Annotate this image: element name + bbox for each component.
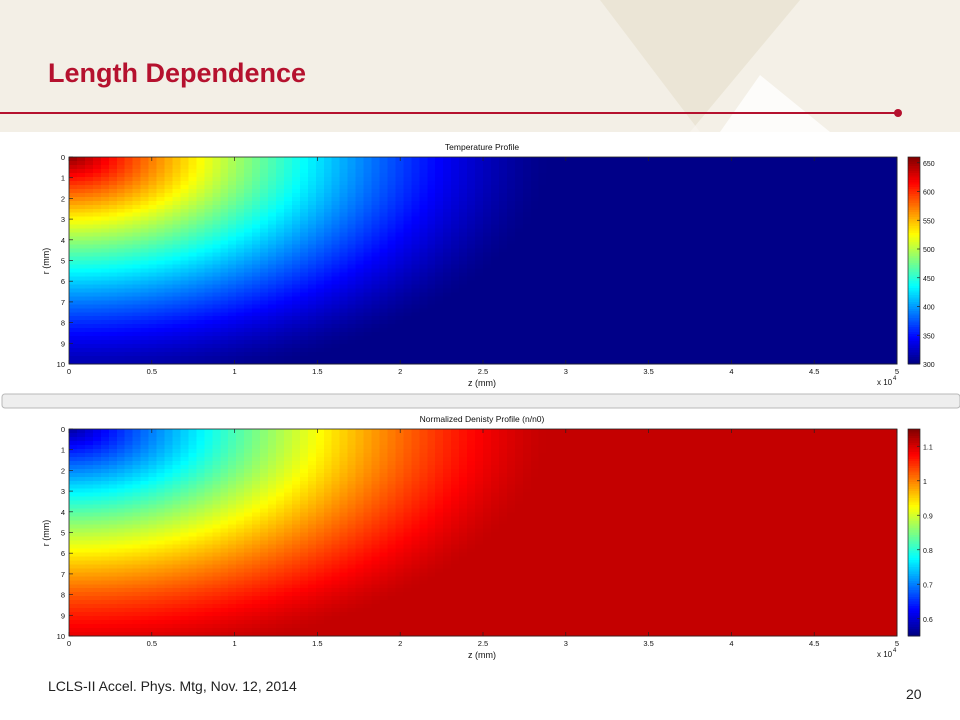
x-tick-label: 2.5	[478, 639, 488, 648]
heatmap-field	[69, 429, 898, 637]
y-tick-label: 0	[61, 425, 65, 434]
colorbar-tick-label: 400	[923, 305, 935, 312]
y-tick-label: 6	[61, 549, 65, 558]
x-tick-label: 3.5	[643, 639, 653, 648]
y-tick-label: 3	[61, 215, 65, 224]
colorbar-tick-label: 0.8	[923, 548, 933, 555]
chart-title: Temperature Profile	[445, 142, 519, 152]
page-number: 20	[906, 686, 922, 702]
colorbar-tick-label: 550	[923, 218, 935, 225]
y-tick-label: 10	[57, 360, 65, 369]
y-axis-ticks: 0 1 2 3 4 5 6 7 8 9 10	[57, 425, 73, 641]
x-tick-label: 2.5	[478, 367, 488, 376]
colorbar-frame	[907, 428, 921, 637]
y-tick-label: 4	[61, 508, 65, 517]
colorbar-tick-label: 350	[923, 333, 935, 340]
x-tick-label: 5	[895, 639, 899, 648]
x-tick-label: 4.5	[809, 367, 819, 376]
colorbar-tick-label: 0.7	[923, 582, 933, 589]
x-tick-label: 0.5	[147, 639, 157, 648]
figure-separator	[1, 393, 960, 409]
chart-title: Normalized Denisty Profile (n/n0)	[420, 414, 545, 424]
x-tick-label: 4	[729, 639, 733, 648]
y-tick-label: 2	[61, 194, 65, 203]
x-exponent: 4	[893, 376, 897, 382]
colorbar-tick-label: 300	[923, 362, 935, 369]
title-rule-dot	[894, 109, 902, 117]
y-axis-label: r (mm)	[41, 248, 51, 275]
colorbar-tick-label: 1	[923, 479, 927, 486]
density-chart: Normalized Denisty Profile (n/n0) 0 0.5 1 1…	[41, 414, 933, 660]
y-tick-label: 7	[61, 570, 65, 579]
colorbar-tick-label: 650	[923, 161, 935, 168]
y-tick-label: 2	[61, 466, 65, 475]
colorbar-tick-label: 1.1	[923, 444, 933, 451]
heatmap-field	[69, 157, 898, 365]
colorbar-ticks: 0.6 0.7 0.8 0.9 1 1.1	[917, 444, 933, 624]
x-tick-label: 1.5	[312, 639, 322, 648]
x-exponent: 4	[893, 648, 897, 654]
x-tick-label: 4	[729, 367, 733, 376]
y-tick-label: 8	[61, 591, 65, 600]
y-tick-label: 10	[57, 632, 65, 641]
y-tick-label: 1	[61, 174, 65, 183]
x-tick-label: 1.5	[312, 367, 322, 376]
y-tick-label: 3	[61, 487, 65, 496]
x-tick-label: 0	[67, 367, 71, 376]
colorbar-tick-label: 0.9	[923, 513, 933, 520]
colorbar	[907, 428, 921, 637]
y-tick-label: 9	[61, 339, 65, 348]
colorbar-ticks: 300 350 400 450 500 550 600 650	[917, 161, 935, 369]
colorbar	[907, 156, 921, 365]
x-exponent-label: x 10	[877, 650, 893, 659]
figure: Temperature Profile 0 0.5 1 1.5 2 2.5 3 3.5 4 4.5…	[0, 133, 960, 673]
x-axis-ticks: 0 0.5 1 1.5 2 2.5 3 3.5 4 4.5 5	[67, 157, 899, 376]
x-tick-label: 4.5	[809, 639, 819, 648]
x-axis-label: z (mm)	[468, 650, 496, 660]
x-tick-label: 0.5	[147, 367, 157, 376]
colorbar-frame	[907, 156, 921, 365]
y-tick-label: 6	[61, 277, 65, 286]
colorbar-tick-label: 600	[923, 190, 935, 197]
y-tick-label: 8	[61, 319, 65, 328]
x-tick-label: 5	[895, 367, 899, 376]
y-tick-label: 5	[61, 529, 65, 538]
x-tick-label: 1	[233, 639, 237, 648]
y-tick-label: 0	[61, 153, 65, 162]
y-tick-label: 7	[61, 298, 65, 307]
y-tick-label: 9	[61, 611, 65, 620]
x-axis-ticks: 0 0.5 1 1.5 2 2.5 3 3.5 4 4.5 5	[67, 429, 899, 648]
slide-footer: LCLS-II Accel. Phys. Mtg, Nov. 12, 2014	[48, 678, 297, 694]
x-tick-label: 2	[398, 367, 402, 376]
x-tick-label: 2	[398, 639, 402, 648]
colorbar-tick-label: 0.6	[923, 617, 933, 624]
x-tick-label: 3	[564, 639, 568, 648]
slide-title: Length Dependence	[48, 58, 307, 88]
x-tick-label: 3.5	[643, 367, 653, 376]
x-tick-label: 3	[564, 367, 568, 376]
x-tick-label: 1	[233, 367, 237, 376]
y-tick-label: 1	[61, 446, 65, 455]
colorbar-tick-label: 450	[923, 276, 935, 283]
y-tick-label: 4	[61, 236, 65, 245]
x-exponent-label: x 10	[877, 378, 893, 387]
y-tick-label: 5	[61, 257, 65, 266]
temperature-chart: Temperature Profile 0 0.5 1 1.5 2 2.5 3 3.5 4 4.5…	[41, 142, 935, 388]
x-axis-label: z (mm)	[468, 378, 496, 388]
y-axis-label: r (mm)	[41, 520, 51, 547]
y-axis-ticks: 0 1 2 3 4 5 6 7 8 9 10	[57, 153, 73, 369]
x-tick-label: 0	[67, 639, 71, 648]
colorbar-tick-label: 500	[923, 247, 935, 254]
